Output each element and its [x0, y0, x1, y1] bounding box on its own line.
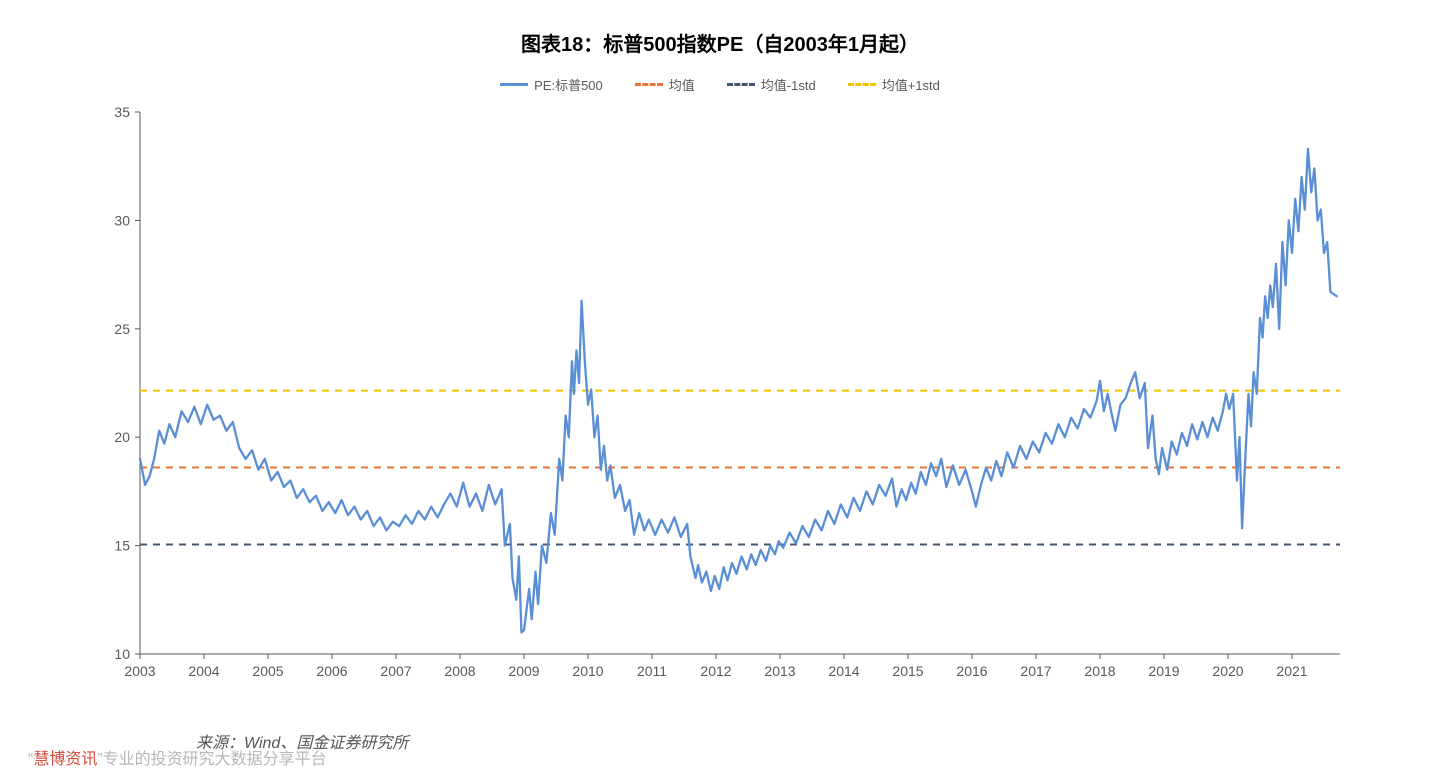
legend-label: 均值+1std [882, 75, 940, 94]
x-tick-label: 2007 [380, 663, 411, 679]
x-tick-label: 2019 [1148, 663, 1179, 679]
legend-label: 均值-1std [761, 75, 816, 94]
x-tick-label: 2021 [1276, 663, 1307, 679]
x-tick-label: 2011 [637, 663, 667, 679]
legend-item: 均值 [635, 75, 695, 94]
y-tick-label: 20 [114, 429, 130, 445]
x-tick-label: 2015 [892, 663, 923, 679]
x-tick-label: 2010 [572, 663, 603, 679]
watermark-brand: 慧博资讯 [33, 751, 97, 768]
x-tick-label: 2009 [508, 663, 539, 679]
y-tick-label: 30 [114, 212, 130, 228]
watermark: “慧博资讯”专业的投资研究大数据分享平台 [28, 745, 327, 769]
watermark-tail: 专业的投资研究大数据分享平台 [103, 751, 327, 768]
x-tick-label: 2014 [828, 663, 859, 679]
x-tick-label: 2005 [252, 663, 283, 679]
legend-item: 均值+1std [848, 75, 940, 94]
legend-swatch [727, 83, 755, 86]
legend-item: 均值-1std [727, 75, 816, 94]
legend-label: 均值 [669, 75, 695, 94]
legend-swatch [635, 83, 663, 86]
chart-title: 图表18：标普500指数PE（自2003年1月起） [0, 0, 1440, 57]
legend-swatch [500, 83, 528, 86]
x-tick-label: 2006 [316, 663, 347, 679]
x-tick-label: 2018 [1084, 663, 1115, 679]
x-tick-label: 2016 [956, 663, 987, 679]
x-tick-label: 2004 [188, 663, 219, 679]
x-tick-label: 2020 [1212, 663, 1243, 679]
y-tick-label: 10 [114, 646, 130, 662]
x-tick-label: 2008 [444, 663, 475, 679]
y-tick-label: 15 [114, 538, 130, 554]
y-tick-label: 35 [114, 104, 130, 120]
chart-plot-area: 10 15 20 25 30 35 2003 2004 2005 2006 2007 2008 2009… [90, 104, 1350, 684]
x-tick-label: 2013 [764, 663, 795, 679]
legend-swatch [848, 83, 876, 86]
y-tick-label: 25 [114, 321, 130, 337]
x-tick-label: 2012 [700, 663, 731, 679]
legend-item: PE:标普500 [500, 75, 603, 94]
legend-label: PE:标普500 [534, 75, 603, 94]
legend: PE:标普500 均值 均值-1std 均值+1std [0, 75, 1440, 94]
x-tick-label: 2017 [1020, 663, 1051, 679]
x-tick-label: 2003 [124, 663, 155, 679]
